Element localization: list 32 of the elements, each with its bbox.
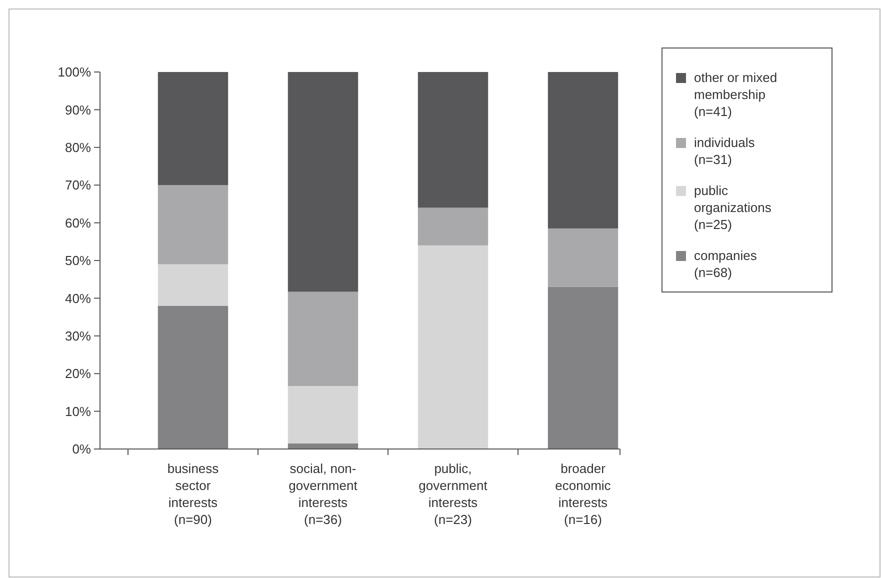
x-tick-label: broader economic interests (n=16)	[555, 461, 612, 527]
bar	[418, 208, 488, 246]
x-tick-label: public, government interests (n=23)	[418, 461, 488, 527]
y-tick-label: 40%	[64, 290, 92, 306]
y-tick-label: 90%	[64, 102, 92, 118]
bar	[158, 72, 228, 186]
y-tick-label: 0%	[72, 442, 92, 457]
bar	[158, 185, 228, 264]
bar	[548, 228, 618, 287]
y-tick-label: 50%	[64, 253, 92, 268]
y-tick-label: 10%	[64, 404, 92, 419]
bar	[548, 286, 618, 449]
legend-label: other or mixed membership (n=41)	[694, 70, 778, 119]
bar	[158, 306, 228, 449]
legend-label: companies (n=68)	[694, 248, 758, 280]
bar	[418, 245, 488, 449]
y-tick-label: 30%	[64, 328, 92, 344]
y-tick-label: 70%	[64, 178, 92, 193]
y-tick-label: 100%	[58, 64, 92, 80]
legend-label: public organizations (n=25)	[694, 183, 772, 232]
x-tick-label: business sector interests (n=90)	[167, 461, 220, 527]
bar	[288, 72, 358, 292]
y-tick-label: 80%	[64, 140, 92, 155]
bar	[418, 72, 488, 208]
legend-label: individuals (n=31)	[694, 135, 756, 167]
bar	[158, 264, 228, 306]
x-tick-label: social, non-government interests (n=36)	[288, 461, 358, 527]
y-tick-label: 60%	[64, 215, 92, 230]
y-tick-label: 20%	[64, 366, 92, 382]
bar	[548, 72, 618, 228]
bar	[288, 386, 358, 444]
bar	[288, 292, 358, 386]
